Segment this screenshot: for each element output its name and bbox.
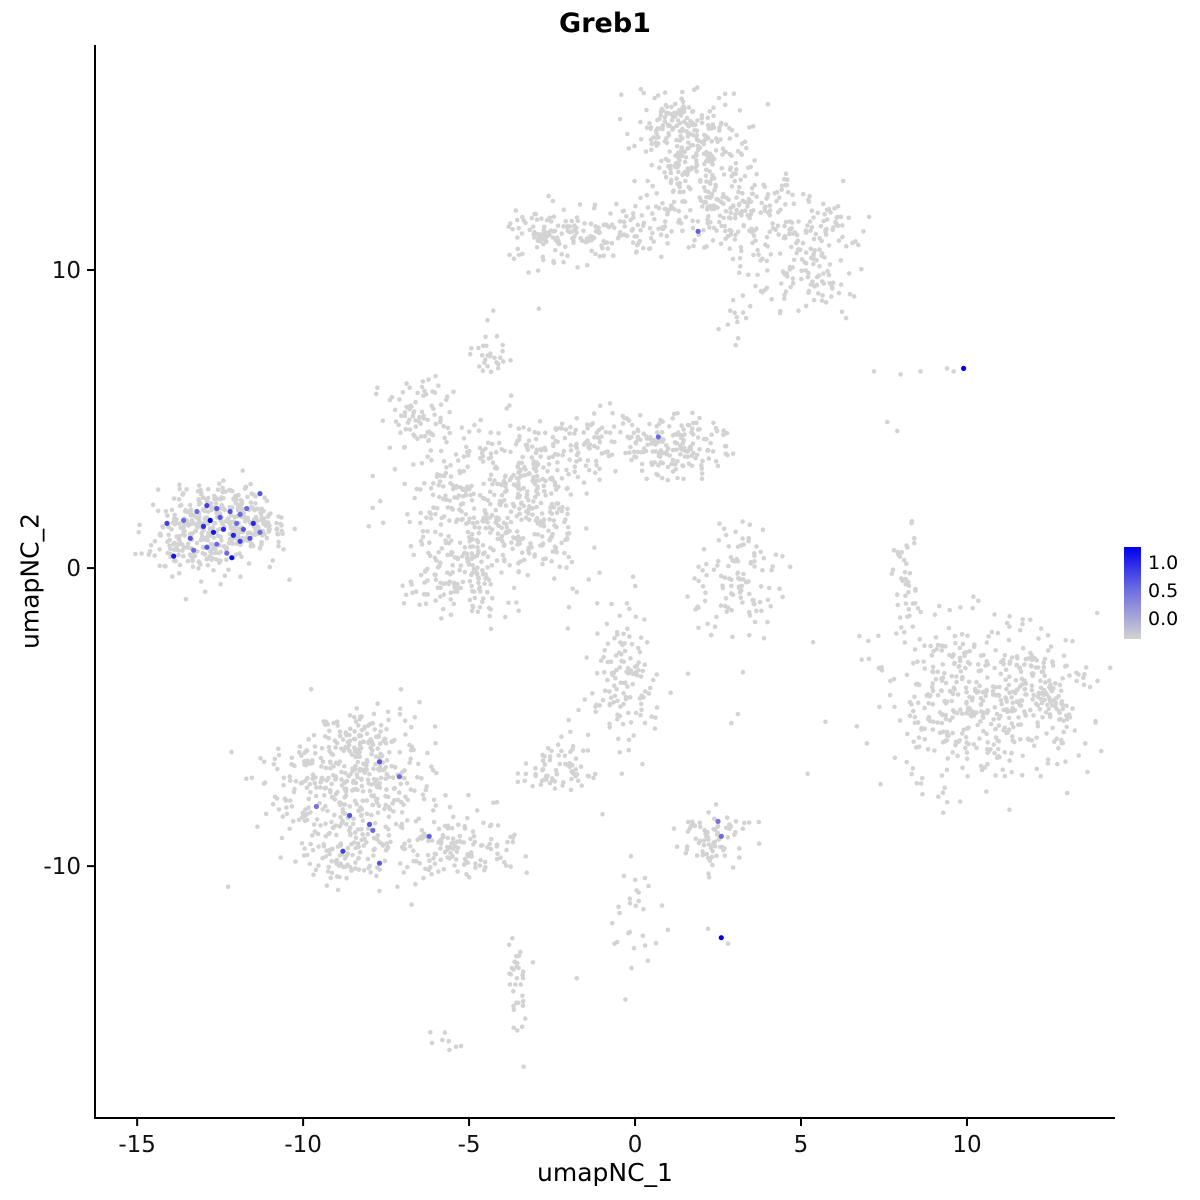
x-tick-label: -10 [284, 1132, 322, 1158]
point-layer-expressing [164, 228, 967, 941]
x-tick-label: 10 [952, 1132, 981, 1158]
legend-gradient-bar [1124, 547, 1141, 639]
expression-legend: 1.0 0.5 0.0 [1124, 547, 1194, 639]
point-layer-gray [133, 85, 1113, 1069]
legend-label-mid: 0.5 [1148, 580, 1179, 602]
legend-label-high: 1.0 [1148, 552, 1179, 574]
y-tick-label: 10 [52, 258, 81, 284]
x-tick-label: 0 [628, 1132, 643, 1158]
chart-title: Greb1 [559, 8, 651, 39]
axes: -15 -10 -5 0 5 10 10 0 -10 [43, 45, 1115, 1158]
x-tick-label: -5 [458, 1132, 481, 1158]
y-tick-label: 0 [66, 556, 81, 582]
x-axis-label: umapNC_1 [537, 1158, 673, 1187]
legend-label-low: 0.0 [1148, 608, 1179, 630]
y-tick-label: -10 [43, 854, 81, 880]
x-tick-label: -15 [118, 1132, 156, 1158]
x-tick-label: 5 [794, 1132, 809, 1158]
